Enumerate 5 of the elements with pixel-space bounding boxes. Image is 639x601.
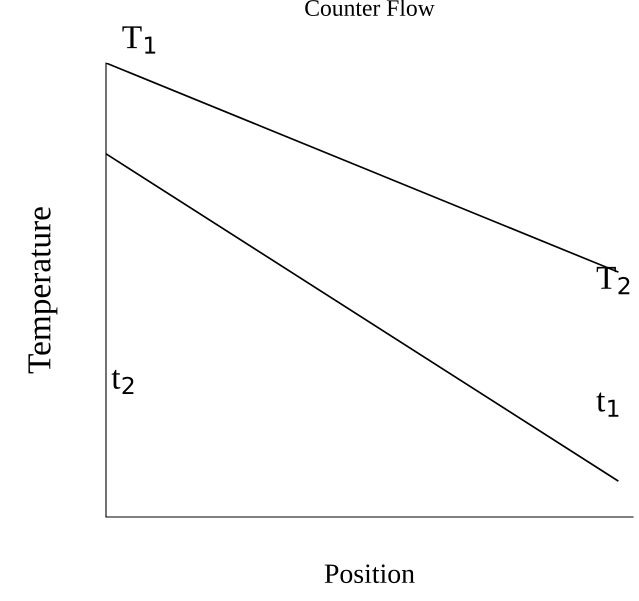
annotation: t$_{2}$	[112, 370, 134, 394]
annotation: t$_{1}$	[596, 392, 618, 417]
y-axis-title: Temperature	[28, 207, 58, 374]
text: T$_{1}$	[122, 26, 156, 54]
x-axis-title: Position	[324, 564, 415, 584]
